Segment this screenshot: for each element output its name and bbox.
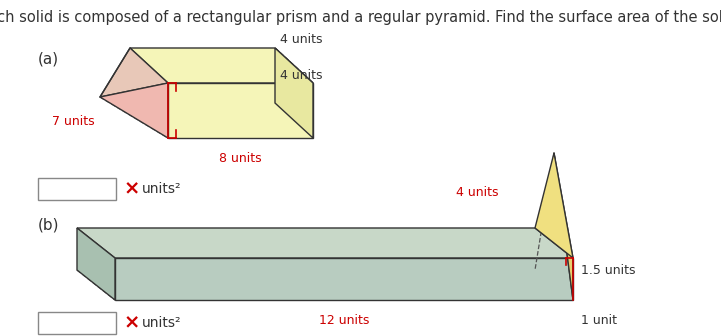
Polygon shape [275, 48, 313, 138]
Text: 12 units: 12 units [319, 314, 369, 327]
Polygon shape [115, 258, 573, 300]
Polygon shape [554, 153, 573, 300]
Polygon shape [130, 48, 313, 83]
Text: 4 units: 4 units [456, 186, 499, 200]
Bar [38, 312, 116, 334]
Text: 4 units: 4 units [280, 33, 322, 46]
Polygon shape [100, 48, 168, 97]
Bar [38, 178, 116, 200]
Text: 1 unit: 1 unit [581, 314, 617, 327]
Polygon shape [168, 83, 313, 138]
Polygon shape [77, 228, 115, 300]
Text: ×: × [124, 313, 141, 333]
Text: (b): (b) [38, 218, 60, 233]
Text: units²: units² [142, 182, 182, 196]
Text: 1.5 units: 1.5 units [581, 264, 635, 278]
Polygon shape [535, 153, 573, 258]
Text: 7 units: 7 units [53, 115, 95, 128]
Polygon shape [77, 228, 573, 258]
Text: ×: × [124, 179, 141, 199]
Text: units²: units² [142, 316, 182, 330]
Text: 8 units: 8 units [219, 152, 262, 165]
Text: 4 units: 4 units [280, 69, 322, 82]
Polygon shape [100, 83, 168, 138]
Text: (a): (a) [38, 52, 59, 67]
Text: Each solid is composed of a rectangular prism and a regular pyramid. Find the su: Each solid is composed of a rectangular … [0, 10, 721, 25]
